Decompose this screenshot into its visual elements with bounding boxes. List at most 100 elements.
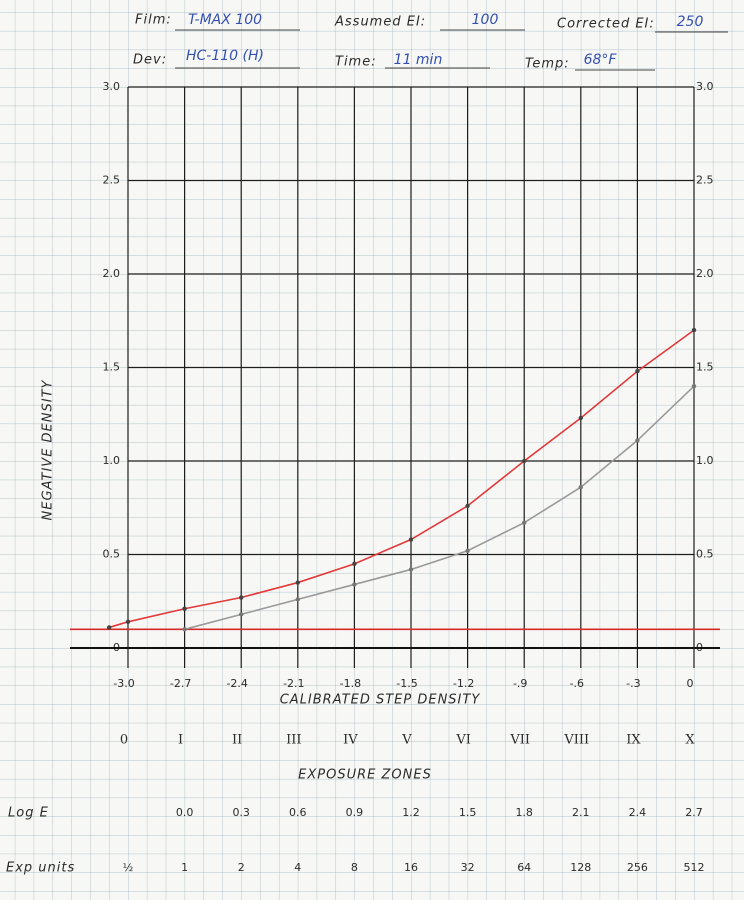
data-point: [691, 384, 697, 389]
zone-label: IX: [626, 733, 641, 748]
label: Time:: [335, 55, 377, 70]
value: HC-110 (H): [186, 48, 264, 64]
data-point: [635, 369, 640, 374]
zone-label: V: [401, 733, 412, 748]
log-e-value: 0.3: [232, 806, 250, 819]
data-point: [691, 327, 697, 333]
x-tick-label: -3.0: [113, 677, 134, 690]
exp-units-label: Exp units: [6, 861, 75, 876]
exp-unit-value: 32: [461, 861, 475, 874]
y2-tick-label: 1.0: [696, 454, 714, 467]
x-tick-label: -1.8: [340, 677, 361, 690]
value: 68°F: [584, 52, 618, 68]
x-tick-label: -1.5: [396, 677, 417, 690]
x-tick-label: -2.7: [170, 677, 191, 690]
y-tick-label: 2.5: [103, 174, 121, 187]
label: Dev:: [133, 53, 167, 68]
y2-tick-label: 0.5: [696, 548, 714, 561]
log-e-value: 1.2: [402, 806, 420, 819]
data-point: [408, 537, 414, 542]
zones-title: EXPOSURE ZONES: [298, 768, 432, 783]
log-e-value: 1.5: [459, 806, 477, 819]
plot: 0 0 0.5 0.5 1.0 1.0 1.5 1.5 2.0 2.0 2.5 2.5 3.0 3.0 -3…: [70, 80, 720, 874]
exp-unit-value: 64: [517, 861, 531, 874]
data-point: [182, 606, 187, 611]
data-point: [465, 503, 470, 509]
curve: [108, 329, 695, 629]
data-point: [578, 484, 583, 490]
value: T-MAX 100: [188, 12, 262, 28]
data-point: [352, 582, 357, 587]
data-point: [106, 625, 112, 630]
zone-label: III: [286, 733, 301, 748]
data-point: [522, 458, 527, 464]
y2-tick-label: 3.0: [696, 80, 714, 93]
zone-label: I: [178, 733, 183, 748]
exp-unit-value: 4: [294, 861, 301, 874]
log-e-value: 1.8: [515, 806, 533, 819]
exp-unit-value: ½: [123, 861, 134, 874]
y-tick-label: 3.0: [103, 80, 121, 93]
log-e-value: 0.0: [176, 806, 194, 819]
exp-unit-value: 2: [238, 861, 245, 874]
log-e-value: 2.7: [685, 806, 703, 819]
zone-label: 0: [120, 733, 128, 748]
zone-label: IV: [343, 733, 358, 748]
x-tick-label: -2.4: [226, 677, 247, 690]
y2-tick-label: 1.5: [696, 361, 714, 374]
log-e-value: 0.6: [289, 806, 307, 819]
log-e-value: 2.1: [572, 806, 590, 819]
y-tick-label: 2.0: [103, 267, 121, 280]
data-point: [352, 561, 357, 567]
data-point: [408, 567, 414, 572]
curve: [184, 385, 695, 631]
exp-unit-value: 512: [684, 861, 705, 874]
data-point: [182, 627, 187, 632]
value: 11 min: [394, 52, 443, 68]
log-e-value: 0.9: [346, 806, 364, 819]
x-tick-label: 0: [687, 677, 694, 690]
x-tick-label: -.9: [513, 677, 527, 690]
x-tick-label: -2.1: [283, 677, 304, 690]
data-point: [239, 612, 244, 617]
data-point: [295, 580, 300, 585]
exp-unit-value: 1: [181, 861, 188, 874]
log-e-label: Log E: [8, 806, 49, 821]
zone-label: II: [232, 733, 242, 748]
header: Film: T-MAX 100 Assumed EI: 100 Correcte…: [133, 12, 728, 72]
value: 100: [472, 12, 499, 28]
zone-label: VII: [509, 733, 530, 748]
y2-tick-label: 2.5: [696, 174, 714, 187]
label: Temp:: [525, 57, 570, 72]
zone-label: VIII: [563, 733, 589, 748]
data-point: [465, 548, 470, 553]
x-axis-title: CALIBRATED STEP DENSITY: [280, 693, 481, 708]
data-point: [295, 597, 300, 602]
data-point: [522, 520, 527, 525]
y-tick-label: 1.5: [103, 361, 121, 374]
y-tick-label: 0.5: [103, 548, 121, 561]
x-tick-label: -.3: [626, 677, 640, 690]
label: Corrected EI:: [557, 17, 655, 32]
y-tick-label: 1.0: [103, 454, 121, 467]
log-e-value: 2.4: [629, 806, 647, 819]
label: Film:: [135, 13, 172, 28]
zone-label: VI: [455, 733, 471, 748]
data-point: [125, 619, 131, 625]
exp-unit-value: 256: [627, 861, 648, 874]
data-point: [635, 438, 640, 443]
data-point: [239, 595, 244, 600]
y-axis-title: NEGATIVE DENSITY: [41, 379, 56, 520]
value: 250: [677, 14, 704, 30]
y2-tick-label: 2.0: [696, 267, 714, 280]
data-point: [578, 415, 583, 421]
zone-label: X: [685, 733, 695, 748]
label: Assumed EI:: [334, 15, 426, 30]
exp-unit-value: 128: [570, 861, 591, 874]
x-tick-label: -.6: [570, 677, 584, 690]
exp-unit-value: 16: [404, 861, 418, 874]
exp-unit-value: 8: [351, 861, 358, 874]
x-tick-label: -1.2: [453, 677, 474, 690]
